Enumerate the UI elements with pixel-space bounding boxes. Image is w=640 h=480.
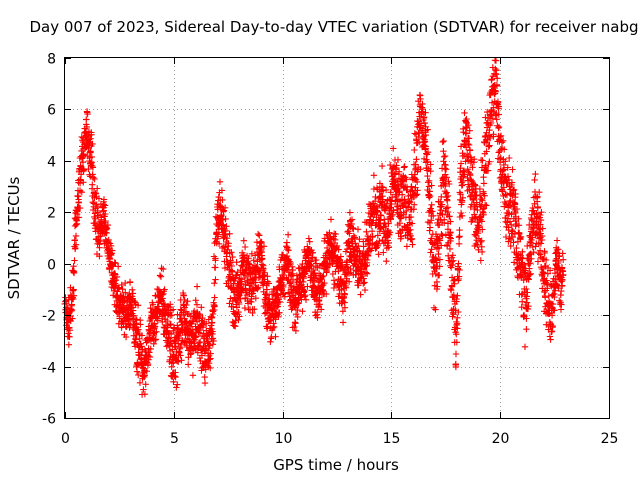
axis-ticks: 0 5 10 15 20 25 -6 -4 -2 0 2 4 6 8: [42, 52, 618, 448]
x-tick-label: 5: [170, 431, 179, 447]
scatter-points: [384, 145, 400, 251]
scatter-points: [549, 237, 565, 330]
y-tick-label: 6: [47, 103, 56, 119]
scatter-points: [366, 172, 382, 258]
y-tick-label: 0: [47, 258, 56, 274]
scatter-points: [505, 154, 521, 280]
x-axis-label: GPS time / hours: [273, 456, 399, 474]
scatter-points: [122, 278, 138, 347]
scatter-points: [157, 265, 173, 350]
scatter-points: [209, 178, 225, 348]
y-tick-label: 2: [47, 206, 56, 222]
scatter-points: [453, 109, 469, 346]
scatter-points: [166, 301, 182, 391]
scatter-points: [340, 209, 356, 311]
y-tick-label: 4: [47, 155, 56, 171]
scatter-points: [105, 236, 121, 316]
scatter-points: [540, 248, 556, 343]
x-tick-label: 10: [275, 431, 293, 447]
x-tick-label: 0: [61, 431, 70, 447]
scatter-points: [192, 283, 208, 374]
scatter-points: [410, 91, 426, 213]
scatter-points: [357, 201, 373, 294]
scatter-points: [479, 76, 495, 218]
scatter-points: [148, 272, 164, 347]
data-points: [61, 57, 567, 398]
scatter-points: [462, 115, 478, 225]
scatter-points: [175, 289, 191, 364]
scatter-points: [96, 196, 112, 260]
y-tick-label: -2: [42, 309, 56, 325]
x-tick-label: 15: [383, 431, 401, 447]
scatter-points: [558, 250, 567, 308]
scatter-points: [488, 57, 504, 166]
x-tick-label: 25: [601, 431, 619, 447]
plot-frame: [64, 57, 610, 419]
scatter-points: [314, 235, 330, 316]
scatter-points: [471, 156, 486, 264]
x-tick-label: 20: [492, 431, 510, 447]
y-tick-label: 8: [47, 52, 56, 68]
scatter-points: [514, 215, 530, 350]
scatter-points: [201, 307, 217, 387]
scatter-points: [444, 178, 460, 371]
scatter-points: [532, 170, 547, 292]
scatter-points: [279, 231, 295, 309]
scatter-points: [496, 132, 513, 245]
y-tick-label: -4: [42, 361, 56, 377]
scatter-points: [183, 298, 199, 379]
y-tick-label: -6: [42, 412, 56, 428]
scatter-points: [296, 235, 312, 315]
scatter-points: [270, 251, 286, 340]
chart-title: Day 007 of 2023, Sidereal Day-to-day VTE…: [29, 18, 638, 36]
y-axis-label: SDTVAR / TECUs: [5, 176, 23, 299]
scatter-points: [323, 216, 338, 292]
scatter-points: [349, 224, 364, 298]
scatter-points: [418, 100, 434, 244]
